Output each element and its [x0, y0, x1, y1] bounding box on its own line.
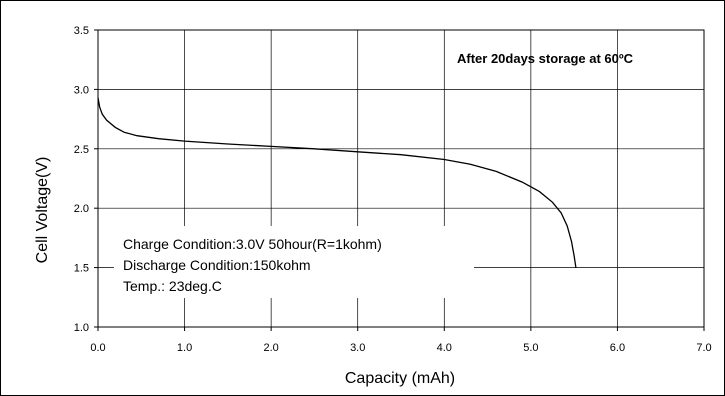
y-tick-label: 3.0 — [74, 84, 89, 96]
x-tick-label: 1.0 — [177, 342, 192, 354]
y-tick-label: 2.5 — [74, 144, 89, 156]
charge-condition-note: Charge Condition:3.0V 50hour(R=1kohm) — [123, 236, 382, 252]
discharge-curve-line — [97, 97, 577, 268]
x-axis-label: Capacity (mAh) — [345, 370, 455, 387]
discharge-condition-note: Discharge Condition:150kohm — [123, 257, 311, 273]
plot-area — [97, 29, 705, 328]
y-axis-label: Cell Voltage(V) — [34, 157, 51, 264]
x-tick-label: 2.0 — [263, 342, 278, 354]
y-tick-label: 1.0 — [74, 322, 89, 334]
annotation-background — [114, 226, 474, 298]
x-tick-label: 3.0 — [350, 342, 365, 354]
y-tick-label: 1.5 — [74, 263, 89, 275]
y-tick-label: 3.5 — [74, 25, 89, 37]
x-tick-label: 4.0 — [437, 342, 452, 354]
x-tick-label: 7.0 — [696, 342, 711, 354]
temperature-note: Temp.: 23deg.C — [123, 278, 222, 294]
x-tick-label: 0.0 — [90, 342, 105, 354]
chart-title: After 20days storage at 60ºC — [457, 51, 634, 66]
x-tick-label: 5.0 — [523, 342, 538, 354]
x-tick-label: 6.0 — [610, 342, 625, 354]
y-tick-label: 2.0 — [74, 203, 89, 215]
